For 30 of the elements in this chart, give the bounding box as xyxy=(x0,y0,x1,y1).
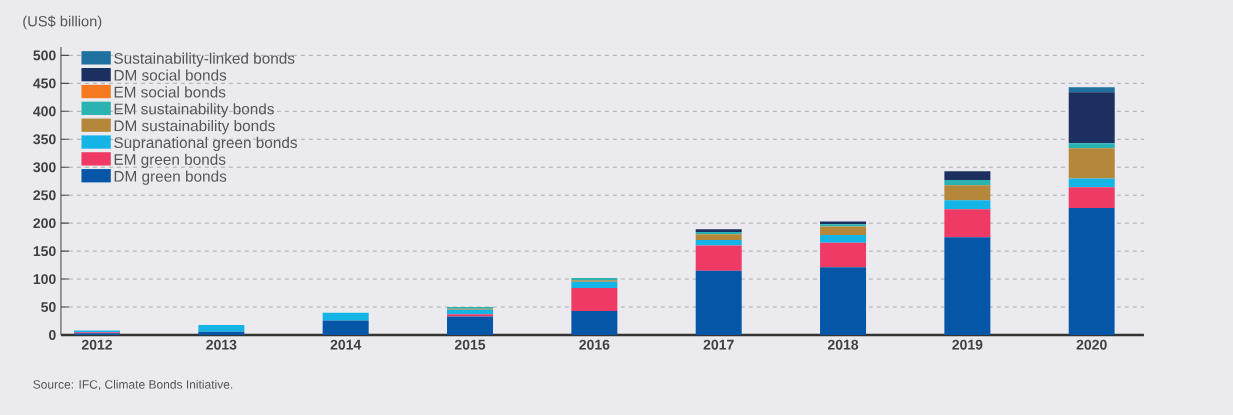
y-tick-label: 250 xyxy=(33,190,56,201)
y-tick-label: 300 xyxy=(33,162,56,173)
y-tick-label: 0 xyxy=(48,330,56,340)
x-tick-label: 2012 xyxy=(81,339,112,350)
y-axis-title: (US$ billion) xyxy=(23,15,102,30)
y-tick-label: 450 xyxy=(33,78,56,89)
legend-label: EM social bonds xyxy=(114,86,226,98)
y-tick-label: 50 xyxy=(41,302,56,312)
x-tick-label: 2016 xyxy=(579,339,610,350)
x-tick-label: 2013 xyxy=(206,339,237,350)
y-tick-label: 200 xyxy=(33,218,56,229)
legend-label: DM social bonds xyxy=(114,69,227,81)
legend-label: Sustainability-linked bonds xyxy=(114,52,295,67)
x-tick-label: 2014 xyxy=(330,339,362,350)
x-tick-label: 2017 xyxy=(703,339,734,350)
x-tick-label: 2020 xyxy=(1076,339,1107,350)
legend-label: Supranational green bonds xyxy=(114,136,297,152)
y-tick-label: 150 xyxy=(33,246,56,257)
y-tick-label: 500 xyxy=(33,50,56,61)
y-tick-label: 350 xyxy=(33,134,56,145)
source-note: Source: IFC, Climate Bonds Initiative. xyxy=(33,379,233,391)
y-tick-label: 100 xyxy=(33,274,56,285)
x-tick-label: 2015 xyxy=(454,339,486,350)
y-tick-label: 400 xyxy=(33,106,56,117)
x-tick-label: 2018 xyxy=(827,339,859,350)
legend-label: EM green bonds xyxy=(114,153,226,168)
x-tick-label: 2019 xyxy=(952,339,983,350)
legend-label: DM sustainability bonds xyxy=(114,119,275,135)
legend-label: EM sustainability bonds xyxy=(114,103,274,118)
legend-label: DM green bonds xyxy=(114,170,227,185)
